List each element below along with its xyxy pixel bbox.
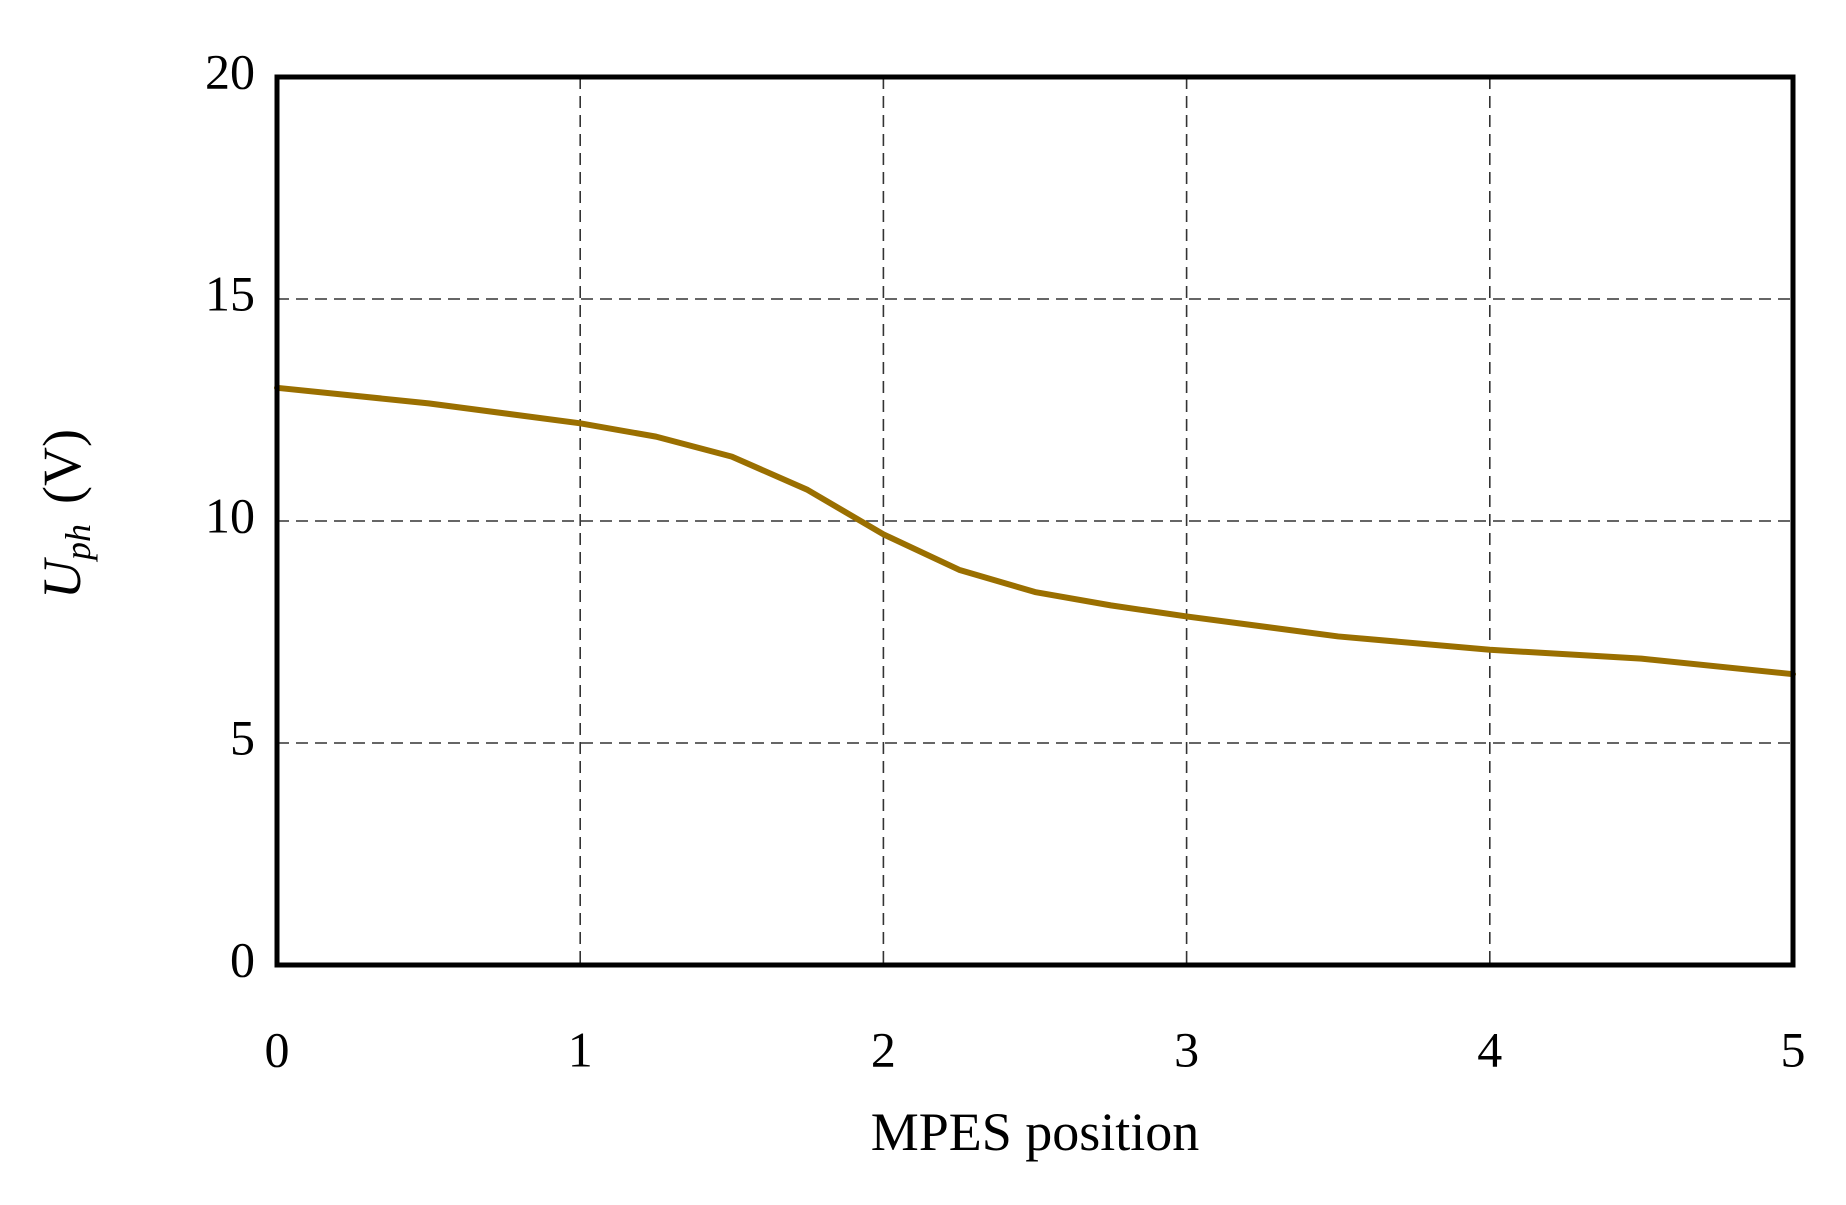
y-tick-label: 10 (205, 487, 255, 543)
x-tick-label: 3 (1174, 1021, 1199, 1077)
y-axis-subscript: ph (58, 524, 98, 563)
y-tick-label: 20 (205, 43, 255, 99)
y-axis-symbol: U (32, 557, 92, 599)
y-tick-label: 5 (230, 709, 255, 765)
y-axis-unit: (V) (32, 429, 92, 504)
x-axis-title: MPES position (871, 1102, 1200, 1162)
plot-frame (274, 74, 1796, 968)
x-tick-label: 4 (1477, 1021, 1502, 1077)
x-tick-label: 0 (265, 1021, 290, 1077)
y-axis-title: Uph (V) (32, 429, 98, 599)
y-tick-label: 0 (230, 931, 255, 987)
y-tick-label: 15 (205, 265, 255, 321)
x-tick-label: 2 (871, 1021, 896, 1077)
x-tick-label: 5 (1781, 1021, 1806, 1077)
data-line (274, 384, 1796, 678)
x-tick-label: 1 (568, 1021, 593, 1077)
